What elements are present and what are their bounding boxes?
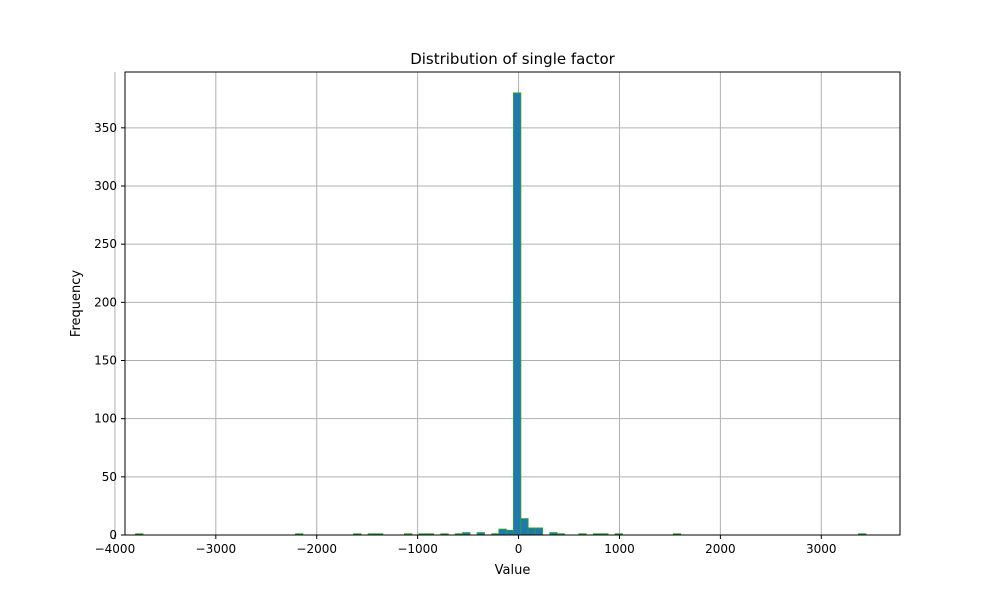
y-axis-ticks: 0 50 100 150 200 250 300 350 [94, 121, 125, 542]
y-tick-label: 50 [102, 470, 117, 484]
chart-title: Distribution of single factor [410, 50, 615, 68]
x-tick-label: 0 [515, 542, 523, 556]
x-tick-label: −4000 [95, 542, 136, 556]
y-tick-label: 150 [94, 354, 117, 368]
x-axis-ticks: −4000 −3000 −2000 −1000 0 1000 2000 3000 [95, 535, 837, 556]
x-tick-label: −3000 [196, 542, 237, 556]
plot-frame [124, 71, 901, 536]
grid-lines [114, 72, 900, 536]
y-axis-label: Frequency [69, 270, 84, 337]
histogram-bar [534, 527, 544, 536]
x-axis-label: Value [495, 563, 531, 578]
y-tick-label: 350 [94, 121, 117, 135]
y-tick-label: 250 [94, 237, 117, 251]
x-tick-label: 2000 [705, 542, 736, 556]
y-tick-label: 200 [94, 295, 117, 309]
y-tick-label: 300 [94, 179, 117, 193]
x-tick-label: 3000 [806, 542, 837, 556]
y-tick-label: 0 [109, 528, 117, 542]
histogram-bar [513, 92, 522, 536]
histogram-bar [527, 527, 536, 536]
x-tick-label: −1000 [397, 542, 438, 556]
y-tick-label: 100 [94, 412, 117, 426]
x-tick-label: −2000 [296, 542, 337, 556]
histogram-bar [505, 529, 515, 536]
histogram-bars [135, 92, 867, 536]
histogram-bar [520, 518, 529, 536]
x-tick-label: 1000 [604, 542, 635, 556]
histogram-bar [498, 528, 507, 536]
